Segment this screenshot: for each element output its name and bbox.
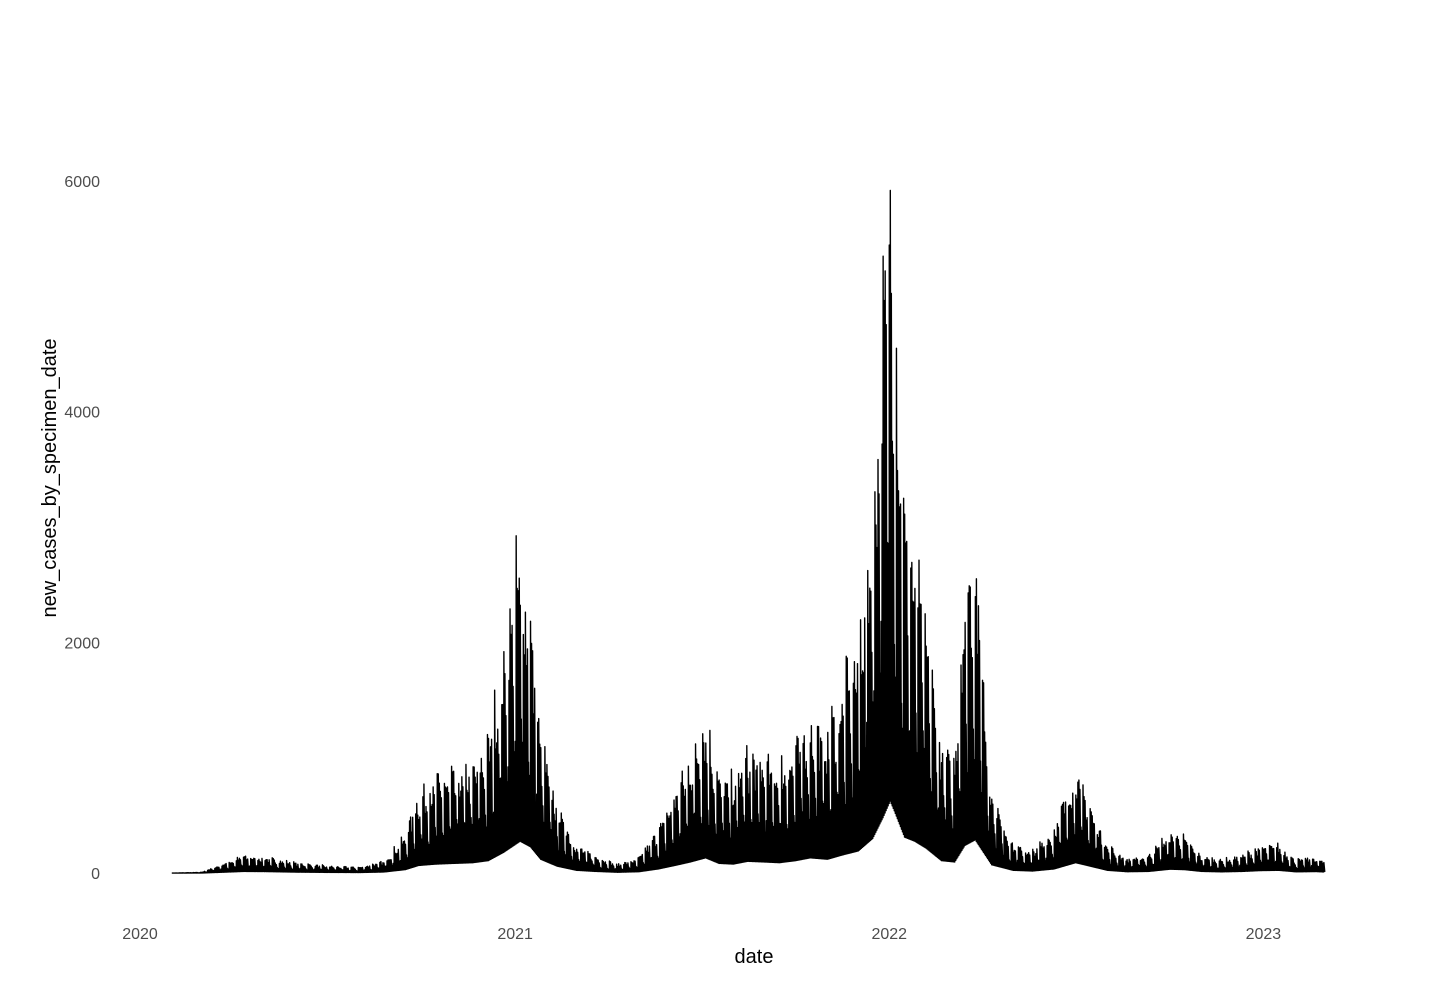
x-tick-label: 2023 <box>1246 926 1282 943</box>
y-axis-ticks: 0 2000 4000 6000 <box>64 174 100 883</box>
x-tick-label: 2022 <box>871 926 907 943</box>
x-tick-label: 2021 <box>497 926 533 943</box>
y-tick-label: 4000 <box>64 405 100 422</box>
y-tick-label: 6000 <box>64 174 100 191</box>
x-axis-title: date <box>735 946 774 968</box>
x-axis-ticks: 2020 2021 2022 2023 <box>122 926 1281 943</box>
y-tick-label: 2000 <box>64 635 100 652</box>
y-axis-title: new_cases_by_specimen_date <box>39 338 61 617</box>
plot-panel: 0 2000 4000 6000 2020 2021 2022 2023 <box>64 174 1326 943</box>
series-line-new-cases <box>171 189 1326 874</box>
y-tick-label: 0 <box>91 866 100 883</box>
x-tick-label: 2020 <box>122 926 158 943</box>
